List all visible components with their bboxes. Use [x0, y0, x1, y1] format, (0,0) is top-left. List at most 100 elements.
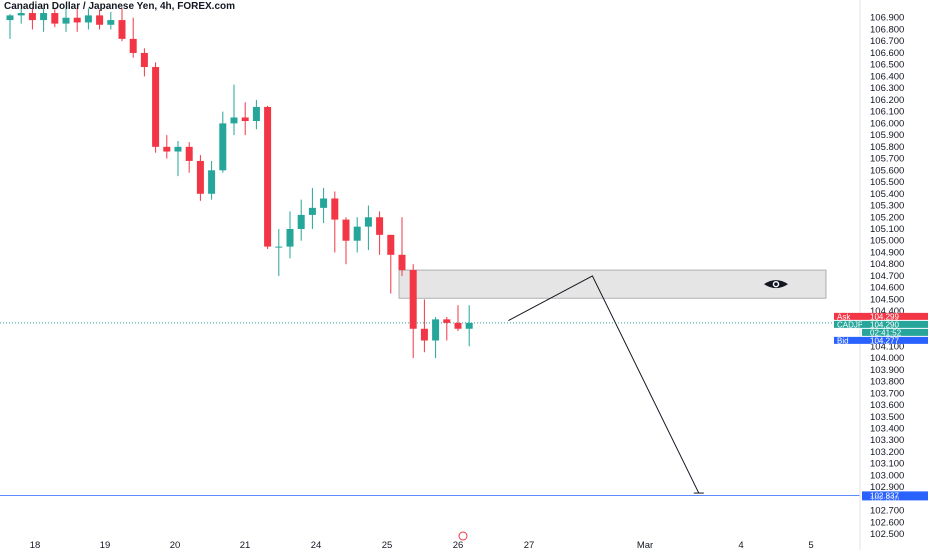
svg-text:02:41:52: 02:41:52 [870, 328, 902, 337]
candle [432, 317, 440, 359]
time-axis[interactable]: 18 19 20 21 24 25 26 27 Mar 4 5 [30, 531, 814, 550]
candle [331, 191, 339, 253]
x-tick-label: 21 [240, 540, 251, 550]
candle [252, 99, 260, 130]
candle [163, 135, 171, 159]
price-badge: Ask 104.299 [834, 312, 928, 321]
x-tick-label: 24 [311, 540, 322, 550]
candle [28, 8, 36, 30]
y-tick-label: 106.700 [870, 36, 904, 47]
candle [140, 48, 148, 77]
price-badge: Bid 104.277 [834, 336, 928, 345]
projection-path [508, 275, 704, 494]
resistance-zone [398, 269, 827, 299]
y-tick-label: 103.800 [870, 377, 904, 388]
x-tick-label: 4 [738, 540, 743, 550]
candle [342, 217, 350, 265]
y-tick-label: 103.900 [870, 365, 904, 376]
candle [376, 211, 384, 255]
candle [264, 105, 272, 249]
candle [129, 17, 137, 58]
eye-icon[interactable] [764, 280, 788, 289]
candle [152, 62, 160, 153]
x-tick-label: Mar [637, 540, 653, 550]
candle [420, 299, 428, 353]
candle [286, 211, 294, 259]
x-tick-label: 26 [453, 540, 464, 550]
candle [398, 217, 406, 276]
candle [62, 8, 70, 32]
candle [40, 8, 48, 32]
candle [275, 228, 283, 276]
candles [6, 8, 473, 359]
candle [409, 264, 417, 359]
price-axis[interactable]: 106.900106.800106.700106.600106.500106.4… [834, 0, 928, 550]
y-tick-label: 103.600 [870, 400, 904, 411]
y-tick-label: 103.400 [870, 424, 904, 435]
svg-text:102.837: 102.837 [870, 491, 899, 500]
y-tick-label: 105.600 [870, 165, 904, 176]
y-tick-label: 105.100 [870, 224, 904, 235]
y-tick-label: 103.100 [870, 459, 904, 470]
svg-text:104.290: 104.290 [870, 320, 899, 329]
svg-text:104.277: 104.277 [870, 336, 899, 345]
candle [84, 8, 92, 30]
x-tick-label: 20 [170, 540, 181, 550]
candle [51, 8, 59, 28]
y-tick-label: 102.900 [870, 482, 904, 493]
candle [465, 305, 473, 347]
y-tick-label: 106.000 [870, 118, 904, 129]
x-tick-label: 5 [808, 540, 813, 550]
candle [73, 8, 81, 32]
y-tick-label: 105.200 [870, 212, 904, 223]
y-tick-label: 103.200 [870, 447, 904, 458]
candle [353, 217, 361, 253]
y-tick-label: 105.500 [870, 177, 904, 188]
y-tick-label: 104.000 [870, 353, 904, 364]
y-tick-label: 106.200 [870, 95, 904, 106]
y-tick-label: 106.500 [870, 60, 904, 71]
candle [174, 140, 182, 177]
price-badge: 02:41:52 [862, 328, 928, 337]
candle [196, 155, 204, 201]
candle [219, 111, 227, 173]
event-marker-icon[interactable] [458, 531, 468, 541]
x-tick-label: 19 [100, 540, 111, 550]
y-tick-label: 106.800 [870, 24, 904, 35]
y-tick-label: 104.600 [870, 283, 904, 294]
y-tick-label: 103.500 [870, 412, 904, 423]
y-tick-label: 102.700 [870, 506, 904, 517]
plot-area [0, 322, 860, 496]
candle [297, 199, 305, 241]
svg-text:CADJPY: CADJPY [837, 320, 869, 329]
y-tick-label: 105.000 [870, 236, 904, 247]
x-tick-label: 27 [524, 540, 535, 550]
price-badge: CADJPY 104.290 [834, 320, 928, 329]
zone-rect[interactable] [398, 269, 827, 299]
candle [443, 317, 451, 341]
y-tick-label: 106.900 [870, 13, 904, 24]
y-tick-label: 104.100 [870, 341, 904, 352]
projection-line[interactable] [508, 275, 700, 494]
x-tick-label: 25 [382, 540, 393, 550]
candle [230, 84, 238, 136]
y-tick-label: 103.000 [870, 470, 904, 481]
candle [118, 8, 126, 42]
y-tick-label: 104.500 [870, 294, 904, 305]
candle [107, 11, 115, 30]
candle [6, 14, 14, 39]
svg-text:104.299: 104.299 [870, 312, 899, 321]
y-tick-label: 105.400 [870, 189, 904, 200]
y-tick-label: 104.700 [870, 271, 904, 282]
y-tick-label: 106.400 [870, 71, 904, 82]
candle [320, 187, 328, 224]
candle [17, 8, 25, 24]
y-tick-label: 102.600 [870, 517, 904, 528]
y-tick-label: 104.800 [870, 259, 904, 270]
svg-text:Ask: Ask [837, 312, 851, 321]
y-tick-label: 106.300 [870, 83, 904, 94]
candle [208, 160, 216, 200]
candle [185, 142, 193, 173]
candle [454, 305, 462, 332]
